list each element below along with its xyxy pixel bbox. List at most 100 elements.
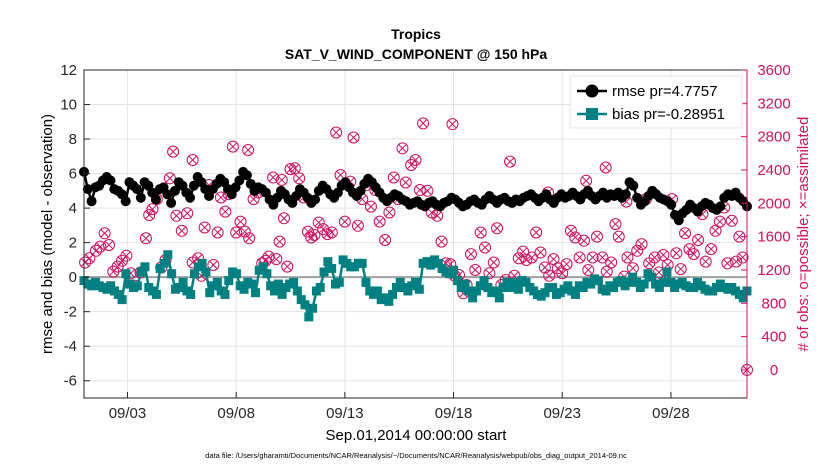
possible-marker <box>139 232 152 245</box>
assimilated-marker <box>375 217 384 226</box>
obs-count-point <box>577 234 590 247</box>
rmse-point <box>310 194 321 205</box>
bias-point <box>433 258 443 268</box>
bias-point <box>498 283 508 293</box>
right-y-axis-label: # of obs: o=possible; ×=assimilated <box>795 117 812 352</box>
assimilated-marker <box>476 228 485 237</box>
possible-marker <box>560 258 573 271</box>
possible-marker <box>288 162 301 175</box>
bias-point <box>571 289 581 299</box>
obs-count-point <box>379 233 392 246</box>
obs-count-point <box>599 161 612 174</box>
possible-marker <box>308 228 321 241</box>
assimilated-marker <box>236 217 245 226</box>
assimilated-marker <box>188 155 197 165</box>
possible-marker <box>211 226 224 239</box>
assimilated-marker <box>433 211 442 220</box>
assimilated-marker <box>283 262 292 271</box>
assimilated-marker <box>172 211 181 220</box>
bias-point <box>289 277 299 287</box>
assimilated-marker <box>628 264 638 273</box>
assimilated-marker <box>606 258 616 267</box>
x-tick-label: 09/08 <box>217 405 255 422</box>
possible-marker <box>281 260 294 273</box>
obs-count-point <box>94 240 107 253</box>
possible-marker <box>198 221 211 234</box>
bias-point <box>151 289 161 299</box>
obs-count-point <box>612 230 625 243</box>
possible-marker <box>230 226 243 239</box>
assimilated-marker <box>85 254 94 263</box>
y-tick-label: 12 <box>60 62 77 79</box>
assimilated-marker <box>295 174 304 183</box>
assimilated-marker <box>100 229 109 238</box>
left-y-axis: 12 10 8 6 4 2 0 -2 -4 -6 <box>60 62 90 390</box>
obs-count-point <box>564 224 577 237</box>
possible-marker <box>413 183 426 196</box>
assimilated-marker <box>466 249 476 259</box>
assimilated-marker <box>380 235 390 245</box>
assimilated-marker <box>650 253 659 262</box>
possible-marker <box>435 235 448 248</box>
bias-point <box>548 283 558 293</box>
assimilated-marker <box>706 244 716 254</box>
obs-count-point <box>670 247 683 260</box>
possible-marker <box>207 258 220 271</box>
obs-count-point <box>163 172 176 185</box>
possible-marker <box>338 215 351 228</box>
bias-point <box>201 267 211 277</box>
bias-point <box>186 289 196 299</box>
assimilated-marker <box>549 254 558 264</box>
assimilated-marker <box>727 216 736 225</box>
bias-point <box>601 286 611 296</box>
rmse-point <box>120 196 131 207</box>
x-tick-label: 09/28 <box>652 405 690 422</box>
assimilated-marker <box>349 133 358 142</box>
assimilated-marker <box>145 210 154 220</box>
possible-marker <box>98 227 111 240</box>
rmse-point <box>241 170 252 181</box>
assimilated-marker <box>485 269 494 278</box>
assimilated-marker <box>183 209 192 218</box>
y2-tick-label: 1600 <box>757 229 790 246</box>
possible-marker <box>631 244 644 257</box>
possible-marker <box>543 269 556 282</box>
possible-marker <box>730 255 743 268</box>
possible-marker <box>330 126 343 139</box>
bias-point <box>464 286 474 296</box>
possible-marker <box>736 251 749 264</box>
assimilated-marker <box>588 253 597 262</box>
assimilated-marker <box>148 204 157 214</box>
obs-count-point <box>175 224 188 237</box>
possible-marker <box>364 200 377 213</box>
bias-point <box>521 277 531 287</box>
y2-tick-label: 400 <box>761 329 786 346</box>
obs-count-point <box>181 207 194 220</box>
rmse-point <box>715 201 726 212</box>
y2-tick-label: 3200 <box>757 95 790 112</box>
assimilated-marker <box>332 128 341 137</box>
obs-count-point <box>692 233 705 246</box>
bias-point <box>292 286 302 296</box>
possible-marker <box>609 218 622 231</box>
possible-marker <box>705 243 718 256</box>
bias-point <box>449 265 459 275</box>
assimilated-marker <box>314 218 323 227</box>
assimilated-marker <box>505 157 515 166</box>
possible-marker <box>312 216 325 229</box>
obs-count-point <box>139 232 152 245</box>
assimilated-marker <box>177 226 186 235</box>
bias-point <box>258 262 268 272</box>
obs-count-point <box>435 235 448 248</box>
assimilated-marker <box>411 155 420 165</box>
obs-count-point <box>609 218 622 231</box>
bias-point <box>578 283 588 293</box>
chart-title: Tropics <box>391 26 441 42</box>
bias-point <box>136 267 146 277</box>
possible-marker <box>699 255 712 268</box>
obs-count-point <box>120 249 133 262</box>
assimilated-marker <box>243 145 253 155</box>
obs-count-point <box>211 226 224 239</box>
obs-count-point <box>234 215 247 228</box>
obs-count-point <box>308 228 321 241</box>
